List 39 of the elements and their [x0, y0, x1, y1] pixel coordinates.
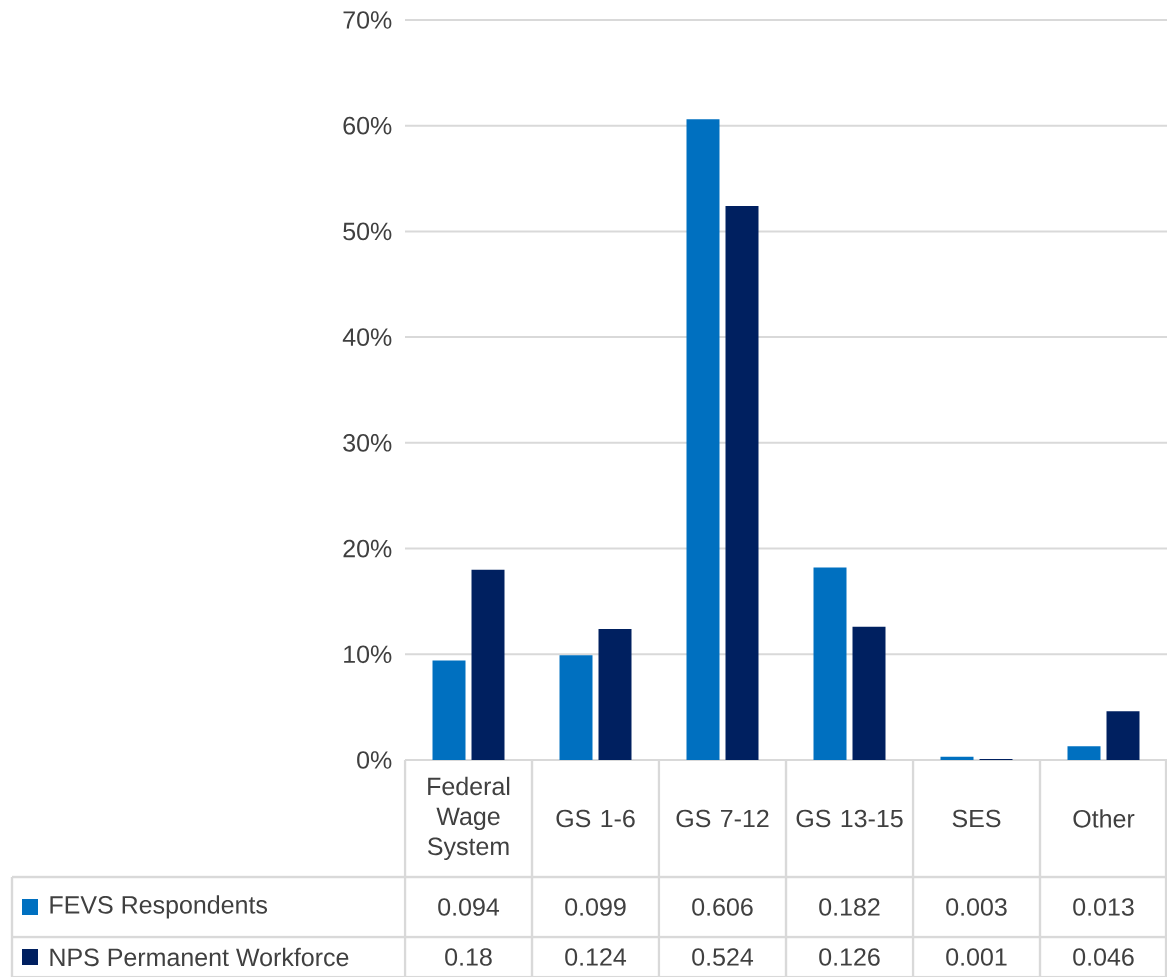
- y-tick-label: 50%: [343, 222, 392, 241]
- x-tick-label: SES: [952, 809, 1001, 828]
- x-tick-label: Other: [1073, 809, 1135, 828]
- x-tick-label: Federal Wage System: [427, 776, 510, 861]
- bar: [598, 628, 632, 760]
- bar: [725, 206, 759, 760]
- y-tick-label: 30%: [343, 434, 392, 452]
- data-label: 0.524: [692, 948, 754, 966]
- bar: [1067, 746, 1101, 760]
- bar: [471, 569, 505, 760]
- x-tick-label: GS 13-15: [796, 809, 903, 828]
- data-label: 0.094: [438, 898, 500, 916]
- y-tick-label: 40%: [342, 328, 392, 346]
- y-tick-label: 0%: [357, 751, 392, 769]
- data-label: 0.013: [1073, 898, 1134, 916]
- bar: [432, 660, 466, 760]
- y-tick-label: 70%: [343, 11, 392, 29]
- y-tick-label: 60%: [343, 116, 392, 135]
- data-label: 0.001: [946, 948, 1007, 966]
- data-label: 0.182: [819, 898, 880, 916]
- legend-label: FEVS Respondents: [50, 895, 268, 919]
- data-label: 0.18: [445, 948, 492, 966]
- bar: [940, 756, 974, 760]
- y-tick-label: 10%: [344, 645, 392, 664]
- data-label: 0.003: [946, 898, 1007, 916]
- data-label: 0.124: [565, 948, 627, 966]
- bar: [559, 655, 593, 760]
- data-label: 0.099: [565, 898, 626, 916]
- data-label: 0.126: [819, 948, 880, 966]
- x-tick-label: GS 7-12: [676, 809, 769, 828]
- y-tick-label: 20%: [343, 539, 392, 558]
- legend-label: NPS Permanent Workforce: [50, 947, 349, 967]
- bar: [813, 567, 847, 760]
- data-label: 0.606: [692, 898, 753, 916]
- bar: [1106, 711, 1140, 760]
- bar: [852, 626, 886, 760]
- data-label: 0.046: [1073, 948, 1134, 966]
- bar: [686, 119, 720, 760]
- x-tick-label: GS 1-6: [556, 809, 635, 828]
